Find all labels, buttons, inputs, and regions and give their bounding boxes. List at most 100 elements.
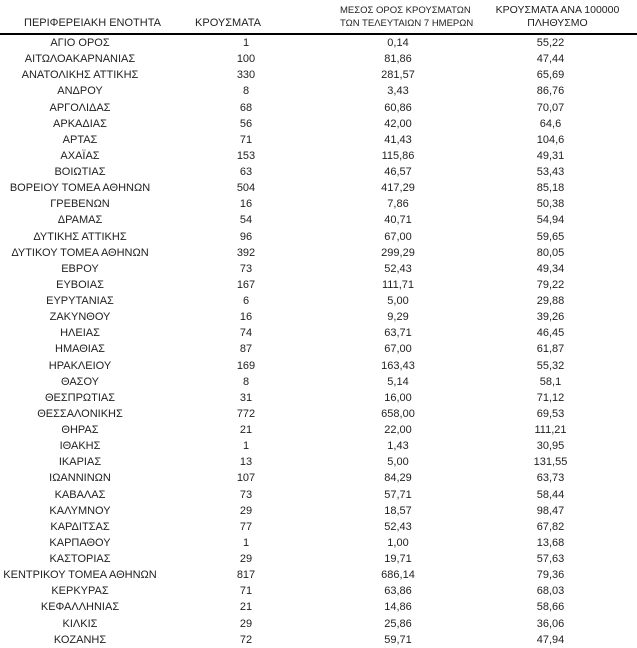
table-row: ΘΕΣΣΑΛΟΝΙΚΗΣ 772 658,00 69,53	[0, 406, 637, 422]
table-body: ΑΓΙΟ ΟΡΟΣ 1 0,14 55,22 ΑΙΤΩΛΟΑΚΑΡΝΑΝΙΑΣ 100 81…	[0, 34, 637, 648]
cell-avg7: 42,00	[384, 117, 412, 130]
cell-region: ΑΓΙΟ ΟΡΟΣ	[50, 37, 110, 49]
table-row: ΚΕΡΚΥΡΑΣ 71 63,86 68,03	[0, 583, 637, 599]
table-row: ΙΩΑΝΝΙΝΩΝ 107 84,29 63,73	[0, 470, 637, 486]
cell-per100k: 79,36	[536, 569, 565, 582]
table-header: ΠΕΡΙΦΕΡΕΙΑΚΗ ΕΝΟΤΗΤΑ ΚΡΟΥΣΜΑΤΑ ΜΕΣΟΣ ΟΡΟ…	[0, 0, 637, 35]
cell-per100k: 80,05	[536, 246, 565, 259]
table-row: ΚΕΝΤΡΙΚΟΥ ΤΟΜΕΑ ΑΘΗΝΩΝ 817 686,14 79,36	[0, 567, 637, 583]
cell-per100k: 79,22	[536, 278, 565, 291]
cell-per100k: 54,94	[536, 214, 565, 227]
table-header-row: ΠΕΡΙΦΕΡΕΙΑΚΗ ΕΝΟΤΗΤΑ ΚΡΟΥΣΜΑΤΑ ΜΕΣΟΣ ΟΡΟ…	[0, 0, 637, 35]
cell-region: ΕΒΡΟΥ	[61, 262, 99, 275]
cell-avg7: 658,00	[381, 407, 415, 420]
cell-cases: 63	[239, 166, 253, 178]
col-header-avg7-line1: ΜΕΣΟΣ ΟΡΟΣ ΚΡΟΥΣΜΑΤΩΝ	[340, 5, 471, 16]
cell-cases: 54	[239, 214, 253, 227]
cell-avg7: 299,29	[381, 246, 415, 259]
col-header-cases: ΚΡΟΥΣΜΑΤΑ	[160, 0, 332, 35]
table-row: ΙΘΑΚΗΣ 1 1,43 30,95	[0, 438, 637, 454]
cell-per100k: 58,1	[539, 375, 562, 388]
table-row: ΗΛΕΙΑΣ 74 63,71 46,45	[0, 325, 637, 341]
cell-region: ΙΘΑΚΗΣ	[59, 440, 101, 453]
cell-region: ΒΟΡΕΙΟΥ ΤΟΜΕΑ ΑΘΗΝΩΝ	[9, 182, 151, 195]
cell-per100k: 30,95	[536, 440, 565, 453]
table-row: ΒΟΡΕΙΟΥ ΤΟΜΕΑ ΑΘΗΝΩΝ 504 417,29 85,18	[0, 180, 637, 196]
cell-region: ΕΥΡΥΤΑΝΙΑΣ	[46, 295, 114, 307]
cell-avg7: 63,71	[384, 327, 412, 340]
cell-region: ΙΚΑΡΙΑΣ	[58, 456, 102, 469]
col-header-per100k-line1: ΚΡΟΥΣΜΑΤΑ ΑΝΑ 100000	[495, 4, 620, 16]
table-row: ΕΒΡΟΥ 73 52,43 49,34	[0, 261, 637, 277]
cell-per100k: 58,44	[536, 488, 565, 501]
cell-avg7: 67,00	[384, 230, 412, 243]
cell-cases: 74	[239, 327, 253, 340]
table-row: ΚΟΖΑΝΗΣ 72 59,71 47,94	[0, 631, 637, 648]
cell-per100k: 111,21	[534, 424, 567, 436]
cell-region: ΔΥΤΙΚΟΥ ΤΟΜΕΑ ΑΘΗΝΩΝ	[11, 246, 149, 259]
cell-avg7: 52,43	[384, 520, 412, 533]
cell-cases: 73	[239, 262, 253, 275]
cell-cases: 77	[239, 520, 253, 533]
cell-per100k: 57,63	[536, 553, 565, 565]
cell-per100k: 59,65	[536, 230, 565, 243]
table-row: ΗΜΑΘΙΑΣ 87 67,00 61,87	[0, 341, 637, 357]
cell-cases: 772	[236, 407, 256, 420]
cell-per100k: 46,45	[536, 327, 565, 340]
cell-region: ΗΜΑΘΙΑΣ	[55, 343, 105, 356]
table-row: ΑΓΙΟ ΟΡΟΣ 1 0,14 55,22	[0, 34, 637, 51]
cell-avg7: 0,14	[387, 37, 409, 49]
cell-region: ΘΕΣΣΑΛΟΝΙΚΗΣ	[37, 407, 123, 420]
cell-avg7: 41,43	[384, 133, 412, 146]
cell-per100k: 58,66	[536, 601, 565, 614]
cell-region: ΑΡΤΑΣ	[62, 133, 98, 146]
col-header-per100k-line2: ΠΛΗΘΥΣΜΟ	[527, 17, 588, 29]
cell-region: ΑΙΤΩΛΟΑΚΑΡΝΑΝΙΑΣ	[24, 53, 136, 66]
table-row: ΚΑΒΑΛΑΣ 73 57,71 58,44	[0, 487, 637, 503]
cell-region: ΕΥΒΟΙΑΣ	[56, 278, 104, 291]
table-row: ΔΡΑΜΑΣ 54 40,71 54,94	[0, 212, 637, 228]
cell-per100k: 71,12	[536, 391, 565, 404]
cell-cases: 330	[236, 69, 256, 82]
cell-region: ΑΝΑΤΟΛΙΚΗΣ ΑΤΤΙΚΗΣ	[21, 69, 139, 82]
cell-per100k: 61,87	[536, 343, 565, 356]
cell-cases: 16	[239, 311, 253, 324]
table-row: ΘΑΣΟΥ 8 5,14 58,1	[0, 374, 637, 390]
col-header-region-label: ΠΕΡΙΦΕΡΕΙΑΚΗ ΕΝΟΤΗΤΑ	[24, 17, 161, 29]
table-row: ΑΡΚΑΔΙΑΣ 56 42,00 64,6	[0, 116, 637, 132]
table-row: ΑΝΔΡΟΥ 8 3,43 86,76	[0, 83, 637, 99]
cell-avg7: 1,43	[387, 440, 409, 453]
table-row: ΗΡΑΚΛΕΙΟΥ 169 163,43 55,32	[0, 358, 637, 374]
cell-region: ΙΩΑΝΝΙΝΩΝ	[49, 472, 111, 485]
cell-region: ΚΑΣΤΟΡΙΑΣ	[49, 553, 111, 565]
cell-per100k: 98,47	[536, 504, 565, 517]
cell-cases: 21	[239, 601, 253, 614]
cell-cases: 72	[160, 631, 332, 648]
col-header-region: ΠΕΡΙΦΕΡΕΙΑΚΗ ΕΝΟΤΗΤΑ	[0, 0, 161, 35]
cell-cases: 68	[239, 101, 253, 114]
cell-region: ΘΕΣΠΡΩΤΙΑΣ	[44, 391, 116, 404]
cell-avg7: 9,29	[387, 311, 409, 324]
cell-cases: 73	[239, 488, 253, 501]
cell-cases: 29	[239, 553, 253, 565]
cell-per100k: 68,03	[536, 585, 565, 598]
cell-avg7: 18,57	[384, 504, 412, 517]
cell-cases: 817	[236, 569, 256, 582]
table-row: ΑΙΤΩΛΟΑΚΑΡΝΑΝΙΑΣ 100 81,86 47,44	[0, 51, 637, 67]
cell-avg7: 25,86	[384, 617, 412, 630]
cell-per100k: 65,69	[536, 69, 565, 82]
cell-region: ΖΑΚΥΝΘΟΥ	[49, 311, 111, 324]
table-row: ΚΑΡΔΙΤΣΑΣ 77 52,43 67,82	[0, 519, 637, 535]
cell-per100k: 47,44	[536, 53, 565, 66]
col-header-avg7-line2: ΤΩΝ ΤΕΛΕΥΤΑΙΩΝ 7 ΗΜΕΡΩΝ	[340, 17, 474, 29]
table-row: ΖΑΚΥΝΘΟΥ 16 9,29 39,26	[0, 309, 637, 325]
cell-cases: 100	[236, 53, 256, 66]
cell-avg7: 417,29	[381, 182, 415, 195]
cell-avg7: 5,00	[387, 295, 409, 307]
cell-per100k: 64,6	[539, 117, 562, 130]
cell-region: ΔΡΑΜΑΣ	[57, 214, 103, 227]
cell-avg7: 686,14	[381, 569, 415, 582]
cell-avg7: 115,86	[381, 149, 415, 162]
table-row: ΒΟΙΩΤΙΑΣ 63 46,57 53,43	[0, 164, 637, 180]
